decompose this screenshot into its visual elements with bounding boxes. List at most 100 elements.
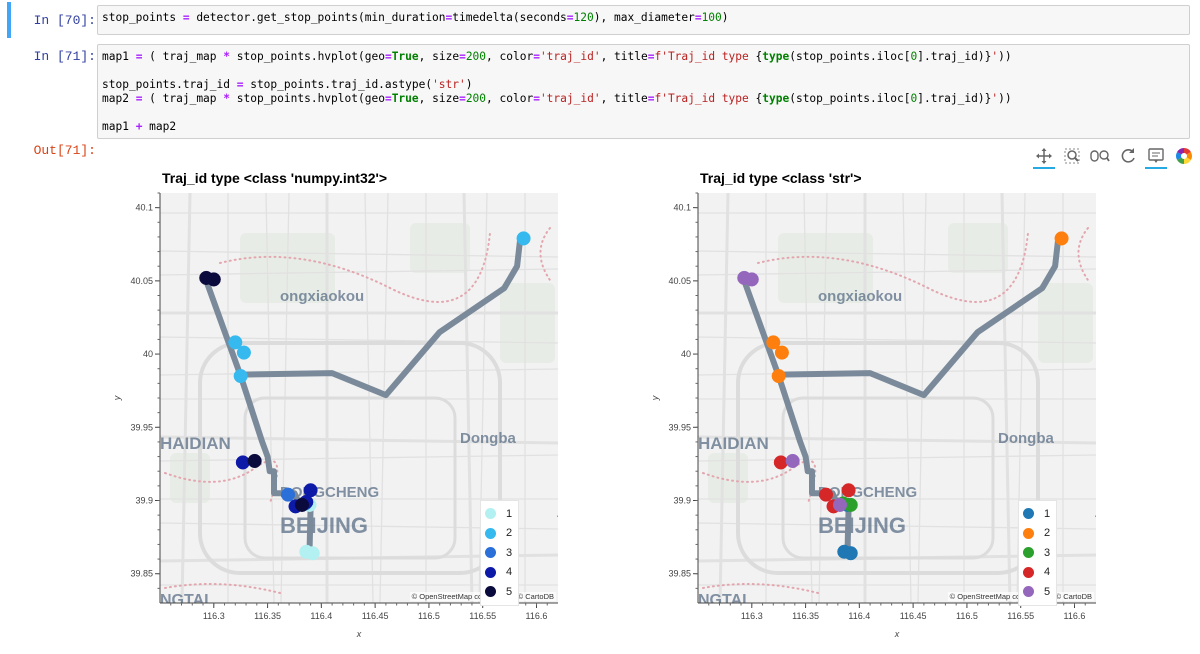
- bokeh-logo[interactable]: [1173, 146, 1195, 166]
- code-cell-71[interactable]: In [71]: map1 = ( traj_map * stop_points…: [0, 40, 1200, 140]
- legend-swatch: [1023, 586, 1034, 598]
- stop-point-4[interactable]: [773, 455, 788, 470]
- code-token: 0: [910, 50, 918, 63]
- x-axis-label: x: [356, 629, 362, 639]
- selected-cell-indicator: [7, 2, 11, 38]
- stop-point-2[interactable]: [766, 335, 781, 350]
- y-tick-label: 40: [681, 349, 691, 359]
- stop-point-3[interactable]: [280, 487, 296, 502]
- stop-point-2[interactable]: [228, 335, 243, 350]
- plot-right[interactable]: Traj_id type <class 'str'> ongxiaokou HAID…: [648, 170, 1118, 654]
- code-token: *: [223, 92, 231, 105]
- stop-point-5[interactable]: [206, 272, 221, 287]
- stop-point-1[interactable]: [305, 546, 320, 561]
- stop-point-5[interactable]: [294, 497, 310, 512]
- code-token: stop_points.traj_id.astype(: [243, 78, 433, 91]
- stop-point-4[interactable]: [235, 455, 250, 470]
- legend[interactable]: 1 2 3 4 5: [1018, 500, 1058, 606]
- code-token: 100: [701, 11, 722, 24]
- code-token: map2: [142, 120, 177, 133]
- code-token: ': [991, 50, 999, 63]
- code-token: 200: [465, 92, 487, 105]
- stop-point-5[interactable]: [247, 453, 262, 469]
- axes: 116.3 116.35 116.4 116.45 116.5 116.55 116.6 39…: [112, 192, 558, 639]
- y-tick-label: 40.05: [130, 276, 153, 286]
- stop-point-2[interactable]: [771, 368, 786, 384]
- stop-point-2[interactable]: [774, 345, 789, 360]
- x-tick-label: 116.3: [741, 611, 763, 621]
- output-prompt: Out[71]:: [33, 143, 96, 158]
- stop-point-1[interactable]: [843, 546, 858, 561]
- code-token: 200: [465, 50, 487, 63]
- code-token: 120: [573, 11, 594, 24]
- code-editor[interactable]: map1 = ( traj_map * stop_points.hvplot(g…: [97, 44, 1190, 139]
- stop-point-5[interactable]: [744, 272, 759, 287]
- code-token: *: [223, 50, 231, 63]
- map-label-edge: TO: [1095, 512, 1114, 528]
- code-token: }: [984, 92, 992, 105]
- map-label-west: HAIDIAN: [160, 434, 231, 453]
- stop-point-2[interactable]: [236, 345, 251, 360]
- plot-left[interactable]: Traj_id type <class 'numpy.int32'> ongxia…: [110, 170, 580, 654]
- code-line: stop_points.traj_id = stop_points.traj_i…: [102, 78, 1185, 92]
- legend-item[interactable]: 5: [1023, 582, 1050, 602]
- legend-item[interactable]: 1: [485, 504, 512, 524]
- legend-item[interactable]: 1: [1023, 504, 1050, 524]
- code-token: type: [762, 92, 790, 105]
- legend-item[interactable]: 2: [1023, 524, 1050, 544]
- x-tick-label: 116.5: [418, 611, 440, 621]
- legend-item[interactable]: 4: [485, 563, 512, 583]
- x-tick-label: 116.45: [362, 611, 389, 621]
- bokeh-logo-icon: [1176, 148, 1192, 164]
- legend-item[interactable]: 4: [1023, 563, 1050, 583]
- x-tick-label: 116.6: [1064, 611, 1086, 621]
- map-label-center2: BEIJING: [818, 513, 906, 538]
- code-line: [102, 64, 1185, 78]
- legend-label: 4: [1044, 566, 1051, 579]
- box-zoom-tool[interactable]: [1061, 146, 1083, 166]
- hover-tool[interactable]: [1145, 146, 1167, 169]
- code-token: =: [647, 92, 655, 105]
- legend[interactable]: 1 2 3 4 5: [480, 500, 520, 606]
- code-token: detector.get_stop_points(min_duration: [189, 11, 446, 24]
- x-tick-label: 116.4: [848, 611, 870, 621]
- code-token: {: [755, 92, 763, 105]
- stop-point-2[interactable]: [1054, 231, 1069, 246]
- trajectory-line: [237, 233, 524, 399]
- stop-point-2[interactable]: [233, 368, 248, 384]
- map-label-east: Dongba: [460, 430, 516, 447]
- stop-point-2[interactable]: [516, 231, 531, 246]
- code-token: ].traj_id): [917, 92, 985, 105]
- plot-toolbar: [1033, 145, 1195, 169]
- legend-item[interactable]: 3: [485, 543, 512, 563]
- code-token: ].traj_id): [917, 50, 985, 63]
- legend-item[interactable]: 2: [485, 524, 512, 544]
- stop-point-4[interactable]: [303, 483, 318, 498]
- legend-label: 4: [506, 566, 513, 579]
- x-tick-label: 116.35: [792, 611, 819, 621]
- pan-tool[interactable]: [1033, 146, 1055, 169]
- code-token: map2: [102, 92, 136, 105]
- stop-point-5[interactable]: [785, 453, 800, 469]
- legend-item[interactable]: 5: [485, 582, 512, 602]
- legend-item[interactable]: 3: [1023, 543, 1050, 563]
- reset-tool[interactable]: [1117, 146, 1139, 166]
- x-tick-label: 116.55: [469, 611, 496, 621]
- code-token: map1: [102, 120, 136, 133]
- wheel-zoom-tool[interactable]: [1089, 146, 1111, 166]
- code-token: stop_points.hvplot(geo: [230, 50, 385, 63]
- stop-point-4[interactable]: [841, 483, 856, 498]
- code-editor[interactable]: stop_points = detector.get_stop_points(m…: [97, 5, 1190, 35]
- code-cell-70[interactable]: In [70]: stop_points = detector.get_stop…: [0, 0, 1200, 40]
- code-line: stop_points = detector.get_stop_points(m…: [102, 11, 1185, 25]
- stop-point-4[interactable]: [818, 487, 834, 502]
- code-token: =: [533, 92, 540, 105]
- x-tick-label: 116.5: [956, 611, 978, 621]
- code-token: True: [391, 50, 419, 63]
- stop-point-5[interactable]: [832, 497, 848, 512]
- code-token: )): [998, 50, 1012, 63]
- map-label-west: HAIDIAN: [698, 434, 769, 453]
